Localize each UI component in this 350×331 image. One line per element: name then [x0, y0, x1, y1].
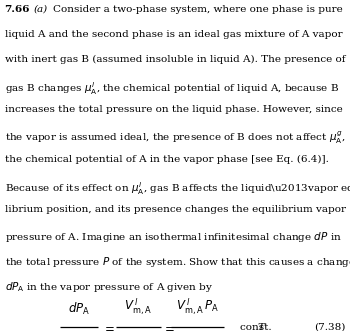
- Text: T: T: [257, 323, 264, 331]
- Text: 7.66: 7.66: [5, 5, 30, 14]
- Text: librium position, and its presence changes the equilibrium vapor: librium position, and its presence chang…: [5, 205, 345, 214]
- Text: (7.38): (7.38): [314, 323, 346, 331]
- Text: with inert gas B (assumed insoluble in liquid A). The presence of: with inert gas B (assumed insoluble in l…: [5, 55, 345, 64]
- Text: gas B changes $\mu^l_{\rm A}$, the chemical potential of liquid A, because B: gas B changes $\mu^l_{\rm A}$, the chemi…: [5, 80, 339, 97]
- Text: the chemical potential of A in the vapor phase [see Eq. (6.4)].: the chemical potential of A in the vapor…: [5, 155, 328, 164]
- Text: (a): (a): [33, 5, 47, 14]
- Text: the vapor is assumed ideal, the presence of B does not affect $\mu^g_{\rm A}$,: the vapor is assumed ideal, the presence…: [5, 130, 345, 146]
- Text: $=$: $=$: [102, 321, 115, 331]
- Text: increases the total pressure on the liquid phase. However, since: increases the total pressure on the liqu…: [5, 105, 342, 114]
- Text: Consider a two-phase system, where one phase is pure: Consider a two-phase system, where one p…: [53, 5, 343, 14]
- Text: Because of its effect on $\mu^l_{\rm A}$, gas B affects the liquid\u2013vapor eq: Because of its effect on $\mu^l_{\rm A}$…: [5, 180, 350, 197]
- Text: $dP_{\rm A}$: $dP_{\rm A}$: [68, 301, 90, 317]
- Text: liquid A and the second phase is an ideal gas mixture of A vapor: liquid A and the second phase is an idea…: [5, 30, 342, 39]
- Text: $V^{\,l}_{{\rm m,A}}\,P_{\rm A}$: $V^{\,l}_{{\rm m,A}}\,P_{\rm A}$: [176, 296, 219, 317]
- Text: $=$: $=$: [162, 321, 174, 331]
- Text: pressure of A. Imagine an isothermal infinitesimal change $dP$ in: pressure of A. Imagine an isothermal inf…: [5, 230, 342, 244]
- Text: $V^{\,l}_{{\rm m,A}}$: $V^{\,l}_{{\rm m,A}}$: [124, 296, 152, 317]
- Text: $dP_{\rm A}$ in the vapor pressure of A given by: $dP_{\rm A}$ in the vapor pressure of A …: [5, 280, 213, 294]
- Text: the total pressure $P$ of the system. Show that this causes a change: the total pressure $P$ of the system. Sh…: [5, 255, 350, 269]
- Text: const.: const.: [240, 323, 275, 331]
